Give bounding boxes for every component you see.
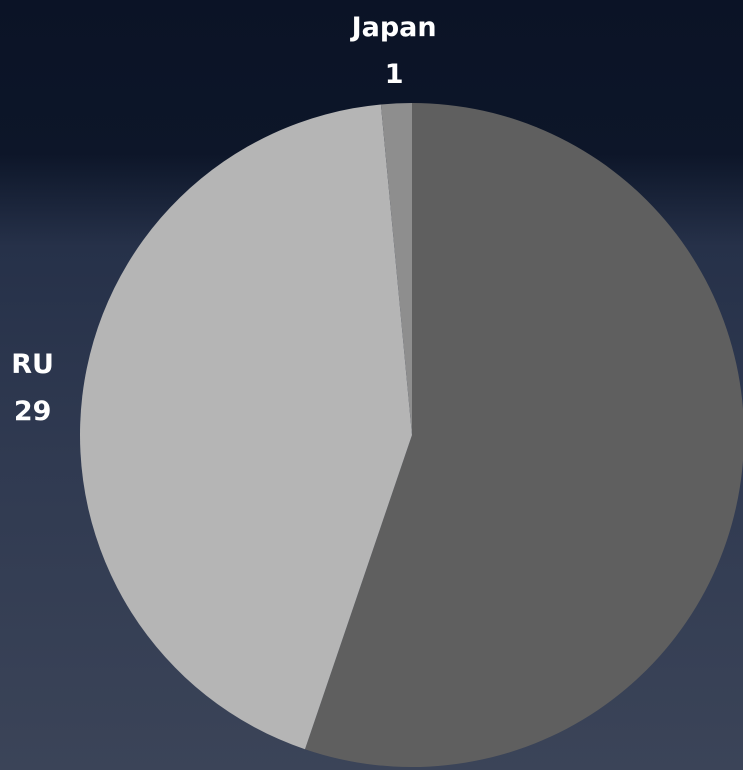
slice-label: Japan xyxy=(350,12,437,43)
slice-value: 1 xyxy=(385,59,404,90)
pie-slice xyxy=(304,103,743,767)
pie-slice xyxy=(380,103,412,435)
pie-slice xyxy=(80,104,412,750)
slice-label: RU xyxy=(11,349,54,380)
slice-value: 29 xyxy=(14,396,52,427)
